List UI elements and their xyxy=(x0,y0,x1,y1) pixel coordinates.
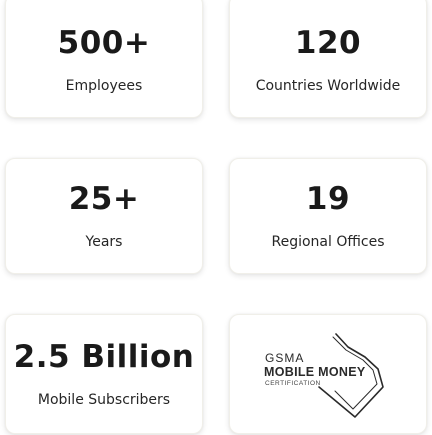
stat-label: Employees xyxy=(65,78,143,94)
stat-label: Mobile Subscribers xyxy=(37,392,171,408)
certification-card: GSMA MOBILE MONEY CERTIFICATION xyxy=(229,314,427,434)
badge-org: GSMA xyxy=(265,351,305,365)
stat-card-employees: 500+ Employees xyxy=(5,0,203,118)
gsma-mobile-money-badge: GSMA MOBILE MONEY CERTIFICATION xyxy=(253,329,403,419)
checkmark-icon xyxy=(318,333,384,418)
stat-value: 120 xyxy=(294,25,362,61)
stat-value: 2.5 Billion xyxy=(13,339,195,375)
stat-card-mobile-subscribers: 2.5 Billion Mobile Subscribers xyxy=(5,314,203,434)
stat-label: Years xyxy=(85,234,123,250)
badge-subtitle: CERTIFICATION xyxy=(265,380,321,387)
stat-card-countries: 120 Countries Worldwide xyxy=(229,0,427,118)
stat-value: 25+ xyxy=(68,181,140,217)
stat-card-regional-offices: 19 Regional Offices xyxy=(229,158,427,274)
stat-card-years: 25+ Years xyxy=(5,158,203,274)
stat-label: Countries Worldwide xyxy=(255,78,401,94)
stat-label: Regional Offices xyxy=(271,234,385,250)
badge-title: MOBILE MONEY xyxy=(264,365,366,379)
stat-value: 500+ xyxy=(57,25,151,61)
stat-value: 19 xyxy=(305,181,351,217)
